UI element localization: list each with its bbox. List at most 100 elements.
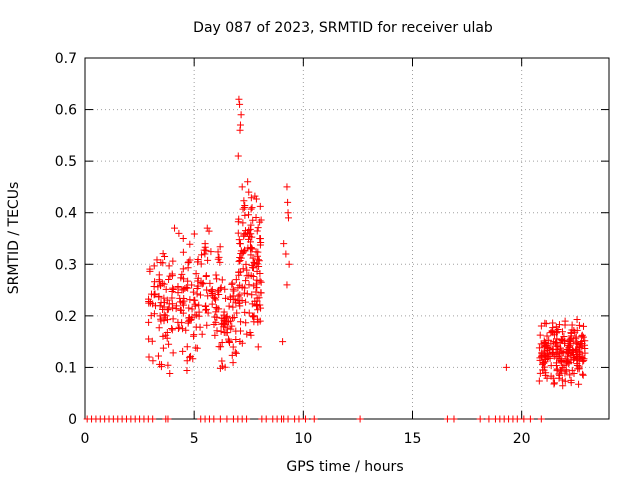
data-point: [248, 245, 256, 253]
data-point: [578, 343, 586, 351]
data-point: [575, 365, 583, 373]
data-point: [213, 305, 221, 313]
data-point: [186, 240, 194, 248]
data-point: [212, 308, 220, 316]
data-point: [568, 321, 576, 329]
data-point: [550, 379, 558, 387]
data-point: [159, 344, 167, 352]
data-point: [262, 415, 270, 423]
data-point: [149, 357, 157, 365]
data-point: [239, 219, 247, 227]
data-point: [212, 271, 220, 279]
data-point: [191, 296, 199, 304]
data-point: [580, 322, 588, 330]
data-point: [568, 366, 576, 374]
data-point: [542, 342, 550, 350]
data-point: [213, 313, 221, 321]
data-point: [150, 262, 158, 270]
data-point: [254, 318, 262, 326]
data-point: [222, 329, 230, 337]
data-point: [216, 364, 224, 372]
data-point: [187, 315, 195, 323]
data-point: [256, 277, 264, 285]
data-point: [227, 325, 235, 333]
data-point: [229, 343, 237, 351]
data-point: [302, 415, 310, 423]
data-point: [160, 314, 168, 322]
data-point: [557, 347, 565, 355]
data-point: [248, 204, 256, 212]
data-point: [282, 250, 290, 258]
data-point: [183, 343, 191, 351]
data-point: [561, 369, 569, 377]
data-point: [253, 276, 261, 284]
data-point: [257, 289, 265, 297]
data-point: [225, 338, 233, 346]
data-point: [155, 276, 163, 284]
data-point: [158, 361, 166, 369]
data-point: [476, 415, 484, 423]
data-point: [558, 336, 566, 344]
data-point: [230, 287, 238, 295]
data-point: [235, 95, 243, 103]
data-point: [537, 322, 545, 330]
data-point: [536, 354, 544, 362]
data-point: [185, 304, 193, 312]
data-point: [184, 277, 192, 285]
data-point: [178, 286, 186, 294]
data-point: [202, 305, 210, 313]
data-point: [179, 235, 187, 242]
data-point: [243, 290, 251, 298]
data-point: [218, 339, 226, 347]
data-point: [198, 251, 206, 259]
data-point: [570, 327, 578, 335]
data-point: [561, 377, 569, 385]
data-point: [185, 316, 193, 324]
data-point: [256, 218, 264, 226]
data-point: [232, 276, 240, 284]
data-point: [557, 344, 565, 352]
x-axis-label: GPS time / hours: [286, 459, 403, 475]
data-point: [256, 270, 264, 278]
data-point: [560, 357, 568, 365]
data-point: [174, 325, 182, 333]
grid-lines: [85, 58, 609, 419]
data-point: [566, 371, 574, 379]
data-point: [572, 345, 580, 353]
data-point: [175, 229, 183, 237]
y-tick-label: 0.7: [55, 51, 77, 67]
data-point: [284, 415, 292, 423]
data-point: [157, 299, 165, 307]
data-point: [238, 297, 246, 305]
y-tick-label: 0.5: [55, 154, 77, 170]
data-point: [240, 204, 248, 212]
data-point: [253, 284, 261, 292]
data-point: [179, 347, 187, 355]
data-point: [188, 305, 196, 313]
data-point: [191, 302, 199, 310]
data-point: [254, 343, 262, 351]
data-point: [249, 313, 257, 321]
data-point: [231, 348, 239, 356]
data-point: [193, 290, 201, 298]
data-point: [210, 321, 218, 329]
data-point: [574, 355, 582, 363]
data-point: [257, 278, 265, 286]
data-point: [214, 288, 222, 296]
data-point: [244, 235, 252, 243]
data-point: [218, 276, 226, 284]
data-point: [283, 281, 291, 289]
data-point: [208, 291, 216, 299]
data-point: [247, 251, 255, 259]
data-point: [245, 271, 253, 279]
data-point: [556, 371, 564, 379]
data-point: [193, 344, 201, 352]
data-point: [554, 354, 562, 362]
data-point: [238, 339, 246, 347]
data-point: [237, 111, 245, 119]
data-point: [217, 327, 225, 335]
data-point: [236, 302, 244, 310]
data-point: [217, 284, 225, 292]
data-point: [242, 260, 250, 268]
data-point: [239, 265, 247, 273]
